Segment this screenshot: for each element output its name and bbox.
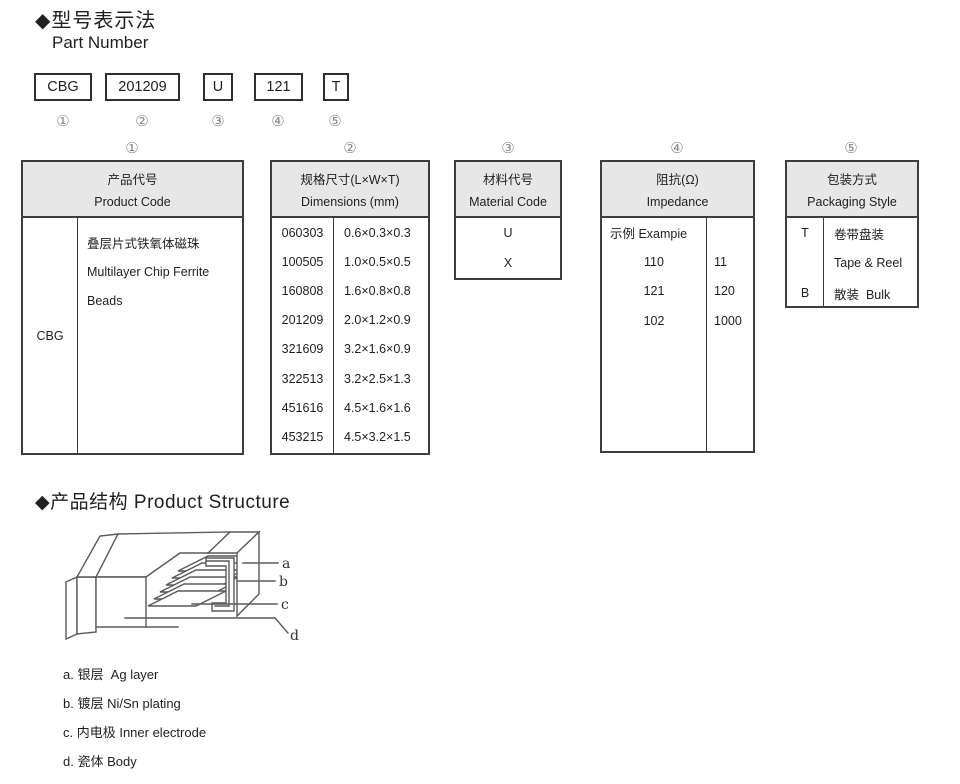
dim-code: 060303 bbox=[281, 225, 324, 240]
dim-code: 321609 bbox=[281, 342, 324, 357]
body-front-face bbox=[95, 576, 147, 628]
header-en: Product Code bbox=[94, 195, 171, 209]
packaging-code: T bbox=[801, 226, 809, 240]
diagram-label-d: d bbox=[290, 628, 299, 644]
plating-bracket-inner-line bbox=[205, 560, 230, 607]
circled-index-3: ③ bbox=[211, 112, 225, 130]
table-index-1: ① bbox=[125, 139, 139, 157]
header-cn: 产品代号 bbox=[107, 173, 158, 187]
dim-size: 3.2×2.5×1.3 bbox=[344, 371, 411, 386]
impedance-value: 11 bbox=[714, 254, 727, 269]
segment-text: 201209 bbox=[118, 79, 167, 95]
product-code-table: 产品代号 Product Code CBG 叠层片式铁氧体磁珠 Multilay… bbox=[21, 160, 244, 455]
legend-item-a: a. 银层 Ag layer bbox=[63, 667, 159, 682]
part-number-segment-material: U bbox=[203, 73, 233, 101]
dim-size: 1.6×0.8×0.8 bbox=[344, 283, 411, 298]
segment-text: 121 bbox=[266, 79, 291, 95]
diagram-label-c: c bbox=[281, 597, 289, 613]
product-desc-line: Multilayer Chip Ferrite bbox=[87, 264, 210, 279]
dim-size: 2.0×1.2×0.9 bbox=[344, 313, 411, 328]
material-code-table: 材料代号 Material Code U X bbox=[454, 160, 562, 280]
dimensions-table-header: 规格尺寸(L×W×T) Dimensions (mm) bbox=[272, 162, 428, 218]
dim-code: 322513 bbox=[281, 371, 324, 386]
packaging-desc: 卷带盘装 bbox=[834, 227, 885, 242]
impedance-code: 121 bbox=[643, 284, 665, 299]
header-cn: 材料代号 bbox=[482, 173, 533, 187]
table-index-3: ③ bbox=[501, 139, 515, 157]
header-en: Dimensions (mm) bbox=[301, 195, 399, 209]
circled-index-1: ① bbox=[56, 112, 70, 130]
header-cn: 规格尺寸(L×W×T) bbox=[300, 173, 400, 187]
impedance-example-label: 示例 Exampie bbox=[610, 227, 688, 242]
product-structure-title: ◆产品结构 Product Structure bbox=[35, 492, 291, 513]
page-title-en: Part Number bbox=[52, 33, 149, 52]
table-index-4: ④ bbox=[670, 139, 684, 157]
impedance-code: 102 bbox=[643, 313, 665, 328]
dim-size: 4.5×1.6×1.6 bbox=[344, 400, 411, 415]
dim-size: 4.5×3.2×1.5 bbox=[344, 429, 411, 444]
packaging-code-spacer bbox=[787, 248, 823, 278]
left-cap-top-face bbox=[75, 533, 120, 578]
product-code-value: CBG bbox=[36, 328, 64, 343]
dim-size: 3.2×1.6×0.9 bbox=[344, 342, 411, 357]
diagram-label-a: a bbox=[282, 556, 290, 572]
packaging-code: B bbox=[800, 286, 810, 300]
product-code-cell: CBG bbox=[23, 218, 78, 453]
product-desc-line: 叠层片式铁氧体磁珠 bbox=[87, 237, 200, 251]
circled-index-5: ⑤ bbox=[328, 112, 342, 130]
table-index-2: ② bbox=[343, 139, 357, 157]
left-cap-front-face bbox=[76, 576, 97, 635]
legend-item-c: c. 内电极 Inner electrode bbox=[63, 725, 207, 740]
table-index-5: ⑤ bbox=[844, 139, 858, 157]
page-title-cn: ◆型号表示法 bbox=[35, 10, 157, 32]
dimensions-table: 规格尺寸(L×W×T) Dimensions (mm) 060303 10050… bbox=[270, 160, 430, 455]
dim-code: 160808 bbox=[281, 283, 324, 298]
dim-size: 1.0×0.5×0.5 bbox=[344, 254, 411, 269]
legend-item-b: b. 镀层 Ni/Sn plating bbox=[63, 696, 181, 711]
plating-bracket bbox=[205, 557, 235, 612]
circled-index-2: ② bbox=[135, 112, 149, 130]
header-cn: 包装方式 bbox=[826, 173, 877, 187]
circled-index-4: ④ bbox=[271, 112, 285, 130]
legend-item-d: d. 瓷体 Body bbox=[63, 754, 137, 769]
impedance-table-header: 阻抗(Ω) Impedance bbox=[602, 162, 753, 218]
impedance-table: 阻抗(Ω) Impedance 示例 Exampie 110 121 102 1… bbox=[600, 160, 755, 453]
impedance-code: 110 bbox=[644, 254, 664, 269]
segment-text: CBG bbox=[47, 79, 79, 95]
part-number-segment-product-code: CBG bbox=[34, 73, 92, 101]
dim-code: 100505 bbox=[281, 254, 324, 269]
part-number-segment-dimensions: 201209 bbox=[105, 73, 180, 101]
packaging-desc: 散装 Bulk bbox=[834, 287, 891, 302]
packaging-table-header: 包装方式 Packaging Style bbox=[787, 162, 917, 218]
packaging-desc: Tape & Reel bbox=[834, 256, 903, 270]
dim-size: 0.6×0.3×0.3 bbox=[344, 225, 411, 240]
part-number-segment-packaging: T bbox=[323, 73, 349, 101]
left-cap-side-face bbox=[65, 575, 78, 641]
impedance-value: 120 bbox=[714, 284, 735, 299]
right-cap-right-face bbox=[236, 530, 260, 618]
dim-code: 453215 bbox=[281, 429, 324, 444]
material-code: X bbox=[503, 256, 513, 270]
impedance-value: 1000 bbox=[714, 313, 742, 328]
header-en: Packaging Style bbox=[807, 195, 897, 209]
impedance-value-spacer bbox=[714, 218, 753, 247]
product-code-table-header: 产品代号 Product Code bbox=[23, 162, 242, 218]
part-number-segment-impedance: 121 bbox=[254, 73, 303, 101]
segment-text: T bbox=[331, 79, 341, 95]
product-desc-line: Beads bbox=[87, 293, 123, 308]
body-top-back-edge bbox=[117, 531, 231, 535]
product-structure-diagram: a b c d bbox=[65, 530, 299, 644]
dim-code: 451616 bbox=[281, 400, 324, 415]
dim-code: 201209 bbox=[281, 313, 324, 328]
header-en: Impedance bbox=[646, 195, 709, 209]
diagram-label-b: b bbox=[279, 574, 288, 590]
segment-text: U bbox=[212, 79, 224, 95]
material-table-header: 材料代号 Material Code bbox=[456, 162, 560, 218]
material-code: U bbox=[503, 226, 513, 240]
packaging-table: 包装方式 Packaging Style T B 卷带盘装 Tape & Ree… bbox=[785, 160, 919, 308]
header-en: Material Code bbox=[469, 195, 547, 209]
leader-line-d bbox=[124, 617, 289, 634]
header-cn: 阻抗(Ω) bbox=[656, 173, 699, 187]
